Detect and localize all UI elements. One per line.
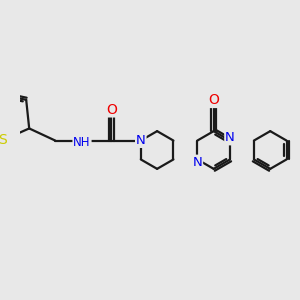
Text: S: S (0, 133, 7, 147)
Text: N: N (225, 131, 235, 145)
Text: NH: NH (73, 136, 91, 149)
Text: O: O (106, 103, 117, 117)
Text: O: O (208, 93, 219, 107)
Text: N: N (136, 134, 146, 147)
Text: N: N (193, 155, 202, 169)
